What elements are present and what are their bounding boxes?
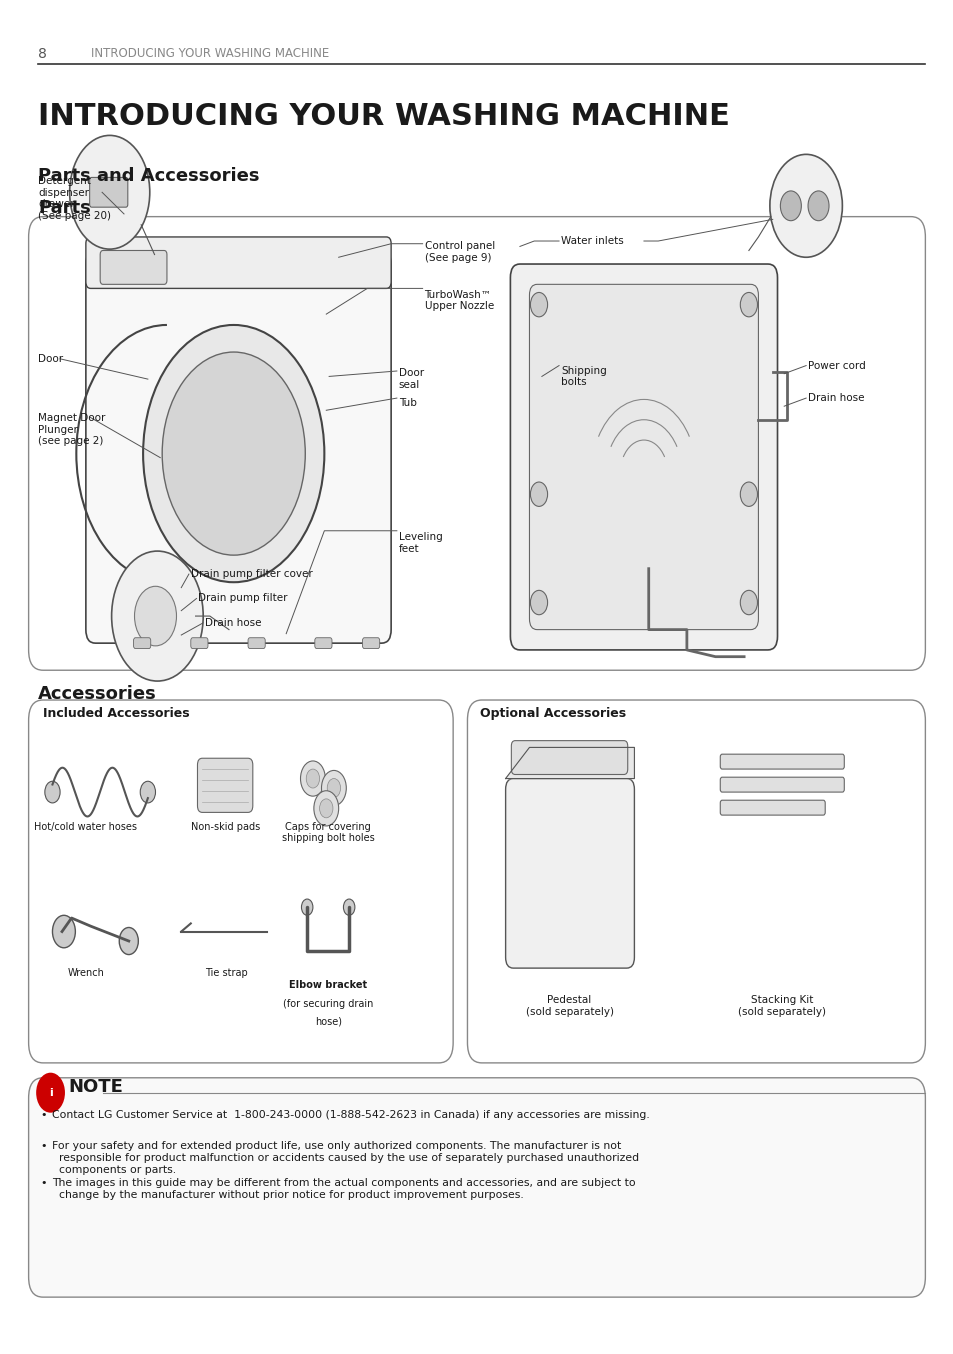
Circle shape [37, 1074, 64, 1112]
FancyBboxPatch shape [86, 250, 391, 643]
Polygon shape [505, 747, 634, 779]
Circle shape [112, 551, 203, 681]
Circle shape [740, 482, 757, 506]
Text: Door
seal: Door seal [398, 368, 423, 390]
Circle shape [162, 352, 305, 555]
Text: •: • [40, 1141, 47, 1151]
Text: Parts and Accessories: Parts and Accessories [38, 167, 259, 184]
Text: Contact LG Customer Service at  1-800-243-0000 (1-888-542-2623 in Canada) if any: Contact LG Customer Service at 1-800-243… [52, 1110, 650, 1120]
Circle shape [301, 899, 313, 915]
Text: Included Accessories: Included Accessories [43, 707, 190, 720]
Text: •: • [40, 1178, 47, 1187]
Text: Wrench: Wrench [68, 968, 104, 978]
Text: hose): hose) [314, 1017, 341, 1026]
Text: INTRODUCING YOUR WASHING MACHINE: INTRODUCING YOUR WASHING MACHINE [91, 47, 329, 61]
Text: Elbow bracket: Elbow bracket [289, 980, 367, 990]
FancyBboxPatch shape [29, 1078, 924, 1297]
FancyBboxPatch shape [100, 250, 167, 284]
Circle shape [321, 770, 346, 806]
Circle shape [530, 590, 547, 615]
FancyBboxPatch shape [86, 237, 391, 288]
Circle shape [807, 191, 828, 221]
FancyBboxPatch shape [90, 177, 128, 207]
Text: Shipping
bolts: Shipping bolts [560, 366, 606, 387]
Circle shape [740, 292, 757, 317]
Text: INTRODUCING YOUR WASHING MACHINE: INTRODUCING YOUR WASHING MACHINE [38, 102, 729, 130]
Text: Drain hose: Drain hose [205, 617, 261, 628]
Text: Tie strap: Tie strap [205, 968, 247, 978]
Circle shape [300, 761, 325, 796]
FancyBboxPatch shape [720, 754, 843, 769]
Text: Control panel
(See page 9): Control panel (See page 9) [424, 241, 495, 263]
Text: Caps for covering
shipping bolt holes: Caps for covering shipping bolt holes [281, 822, 375, 844]
FancyBboxPatch shape [467, 700, 924, 1063]
FancyBboxPatch shape [510, 264, 777, 650]
Text: Optional Accessories: Optional Accessories [479, 707, 625, 720]
Text: Drain hose: Drain hose [807, 393, 863, 403]
FancyBboxPatch shape [529, 284, 758, 630]
Text: The images in this guide may be different from the actual components and accesso: The images in this guide may be differen… [52, 1178, 636, 1200]
Circle shape [52, 915, 75, 948]
FancyBboxPatch shape [720, 800, 824, 815]
FancyBboxPatch shape [720, 777, 843, 792]
Text: •: • [40, 1110, 47, 1120]
Circle shape [119, 927, 138, 955]
Text: NOTE: NOTE [69, 1078, 124, 1097]
Text: Door: Door [38, 353, 63, 364]
Text: Detergent
dispenser
drawer
(See page 20): Detergent dispenser drawer (See page 20) [38, 176, 112, 221]
Text: Parts: Parts [38, 199, 91, 217]
Circle shape [306, 769, 319, 788]
FancyBboxPatch shape [133, 638, 151, 649]
Text: Drain pump filter: Drain pump filter [198, 593, 288, 604]
Text: Tub: Tub [398, 398, 416, 408]
Circle shape [143, 325, 324, 582]
FancyBboxPatch shape [191, 638, 208, 649]
Text: Power cord: Power cord [807, 360, 865, 371]
Circle shape [140, 781, 155, 803]
FancyBboxPatch shape [248, 638, 265, 649]
Text: For your safety and for extended product life, use only authorized components. T: For your safety and for extended product… [52, 1141, 639, 1175]
Text: Leveling
feet: Leveling feet [398, 532, 442, 554]
Text: (for securing drain: (for securing drain [283, 999, 373, 1009]
Text: Magnet Door
Plunger
(see page 2): Magnet Door Plunger (see page 2) [38, 413, 106, 447]
Text: Accessories: Accessories [38, 685, 156, 703]
Text: Non-skid pads: Non-skid pads [192, 822, 260, 831]
FancyBboxPatch shape [29, 217, 924, 670]
Text: Pedestal
(sold separately): Pedestal (sold separately) [525, 995, 613, 1017]
Circle shape [134, 586, 176, 646]
Circle shape [314, 791, 338, 826]
Text: Stacking Kit
(sold separately): Stacking Kit (sold separately) [738, 995, 825, 1017]
Circle shape [769, 154, 841, 257]
FancyBboxPatch shape [314, 638, 332, 649]
Circle shape [740, 590, 757, 615]
FancyBboxPatch shape [505, 779, 634, 968]
Circle shape [327, 779, 340, 798]
Circle shape [780, 191, 801, 221]
FancyBboxPatch shape [29, 700, 453, 1063]
Circle shape [45, 781, 60, 803]
Text: Water inlets: Water inlets [560, 236, 623, 246]
Circle shape [319, 799, 333, 818]
Circle shape [70, 135, 150, 249]
FancyBboxPatch shape [197, 758, 253, 812]
Text: Hot/cold water hoses: Hot/cold water hoses [34, 822, 137, 831]
FancyBboxPatch shape [511, 741, 627, 774]
Circle shape [530, 292, 547, 317]
Text: i: i [49, 1087, 52, 1098]
Text: Drain pump filter cover: Drain pump filter cover [191, 569, 313, 580]
Circle shape [530, 482, 547, 506]
Text: TurboWash™
Upper Nozzle: TurboWash™ Upper Nozzle [424, 290, 494, 311]
Text: 8: 8 [38, 47, 47, 61]
FancyBboxPatch shape [362, 638, 379, 649]
Circle shape [343, 899, 355, 915]
